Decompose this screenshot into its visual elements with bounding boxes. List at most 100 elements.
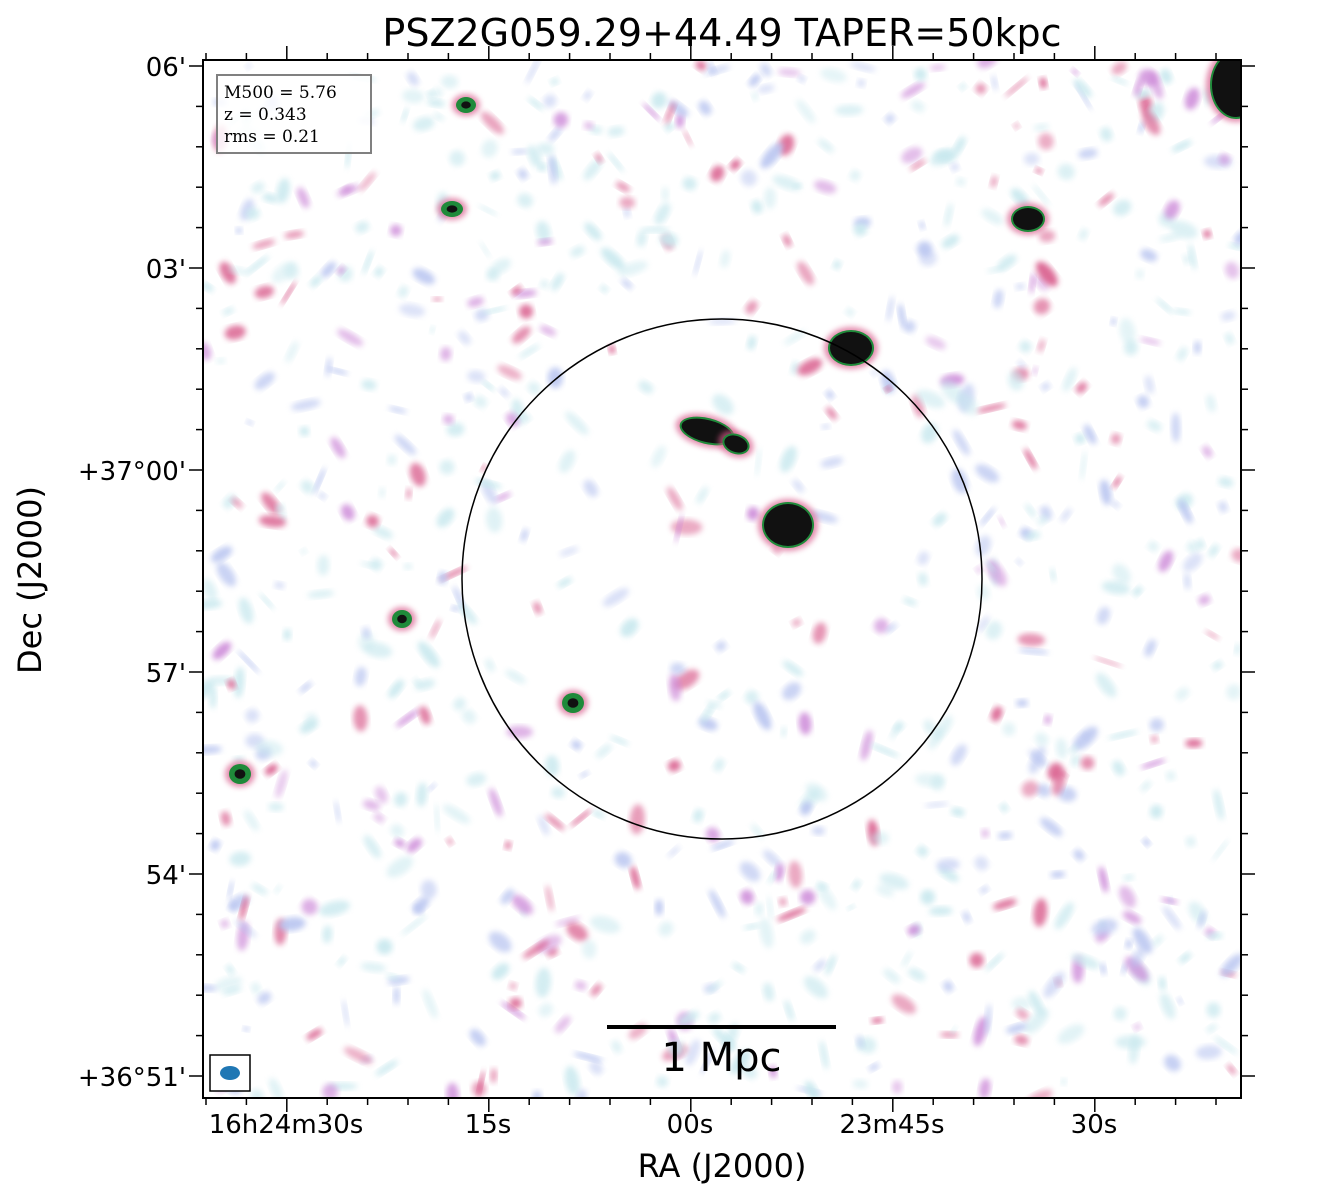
noise-blob <box>469 1029 486 1047</box>
noise-blob <box>362 799 381 811</box>
noise-blob <box>203 342 212 361</box>
noise-blob <box>696 486 709 504</box>
noise-blob <box>307 590 335 599</box>
noise-blob <box>337 956 347 967</box>
noise-blob <box>1139 69 1158 87</box>
noise-blob <box>1015 699 1029 708</box>
noise-blob <box>264 764 278 776</box>
noise-blob <box>506 412 519 427</box>
noise-blob <box>884 386 892 392</box>
rms-value: rms = 0.21 <box>224 127 320 147</box>
noise-blob <box>951 468 968 494</box>
radio-source <box>558 690 588 716</box>
noise-blob <box>1034 732 1049 746</box>
noise-blob <box>740 169 757 187</box>
noise-blob <box>1011 997 1032 1011</box>
noise-blob <box>511 148 529 155</box>
noise-blob <box>642 103 660 121</box>
noise-blob <box>825 390 835 400</box>
noise-blob <box>538 1003 553 1017</box>
noise-blob <box>1060 1078 1067 1086</box>
noise-blob <box>1037 515 1049 525</box>
radio-source <box>824 327 878 369</box>
noise-blob <box>1188 243 1197 270</box>
noise-blob <box>509 982 517 990</box>
noise-blob <box>449 150 465 167</box>
redshift-value: z = 0.343 <box>224 105 307 125</box>
noise-blob <box>258 515 287 528</box>
noise-blob <box>497 364 522 380</box>
noise-blob <box>853 223 868 236</box>
noise-blob <box>1132 586 1143 597</box>
noise-blob <box>489 171 501 181</box>
noise-blob <box>353 705 368 732</box>
noise-blob <box>284 230 304 239</box>
noise-blob <box>984 559 996 573</box>
noise-blob <box>1173 308 1191 315</box>
noise-blob <box>1185 836 1196 847</box>
noise-blob <box>999 803 1009 813</box>
noise-blob <box>570 246 585 257</box>
noise-blob <box>950 807 965 817</box>
noise-blob <box>430 326 435 334</box>
noise-blob <box>317 554 330 576</box>
noise-blob <box>579 771 589 778</box>
noise-blob <box>244 810 259 832</box>
noise-blob <box>1011 420 1028 430</box>
noise-blob <box>1144 639 1156 657</box>
noise-blob <box>309 275 322 288</box>
noise-blob <box>389 224 402 237</box>
noise-blob <box>805 783 828 802</box>
noise-blob <box>246 419 254 426</box>
plot-frame <box>202 59 1242 1099</box>
noise-blob <box>818 138 834 153</box>
noise-blob <box>536 220 551 243</box>
noise-blob <box>527 97 544 111</box>
noise-blob <box>656 1075 669 1088</box>
noise-blob <box>446 837 454 846</box>
noise-blob <box>537 238 554 246</box>
noise-blob <box>394 434 416 455</box>
noise-blob <box>910 159 926 171</box>
noise-blob <box>668 673 681 702</box>
noise-blob <box>1195 1045 1222 1060</box>
noise-blob <box>1017 633 1046 647</box>
noise-blob <box>730 1049 751 1075</box>
noise-blob <box>808 510 838 523</box>
radio-source <box>388 607 416 631</box>
noise-blob <box>1014 1034 1029 1046</box>
noise-blob <box>950 163 959 172</box>
noise-blob <box>539 325 557 336</box>
noise-blob <box>712 1027 736 1051</box>
noise-blob <box>1113 1006 1127 1021</box>
noise-blob <box>886 623 897 633</box>
noise-blob <box>343 1047 373 1064</box>
noise-blob <box>919 221 925 230</box>
noise-blob <box>512 326 531 344</box>
noise-blob <box>1169 220 1198 239</box>
noise-blob <box>890 722 901 740</box>
noise-blob <box>975 83 987 95</box>
noise-blob <box>594 153 603 163</box>
noise-blob <box>898 303 906 328</box>
noise-blob <box>1140 780 1152 792</box>
noise-blob <box>860 730 873 761</box>
noise-blob <box>412 268 435 285</box>
noise-blob <box>614 852 632 868</box>
noise-blob <box>891 994 916 1014</box>
noise-blob <box>1091 918 1118 936</box>
noise-blob <box>763 849 781 867</box>
noise-blob <box>224 325 246 340</box>
noise-blob <box>590 915 621 934</box>
noise-blob <box>804 1081 820 1098</box>
noise-blob <box>386 856 413 878</box>
noise-blob <box>710 165 725 182</box>
noise-blob <box>341 185 353 194</box>
noise-blob <box>1111 61 1127 75</box>
noise-blob <box>760 63 772 77</box>
noise-blob <box>621 278 633 290</box>
noise-blob <box>678 1011 700 1026</box>
noise-blob <box>480 111 504 135</box>
noise-blob <box>746 506 759 521</box>
noise-blob <box>423 988 438 1019</box>
